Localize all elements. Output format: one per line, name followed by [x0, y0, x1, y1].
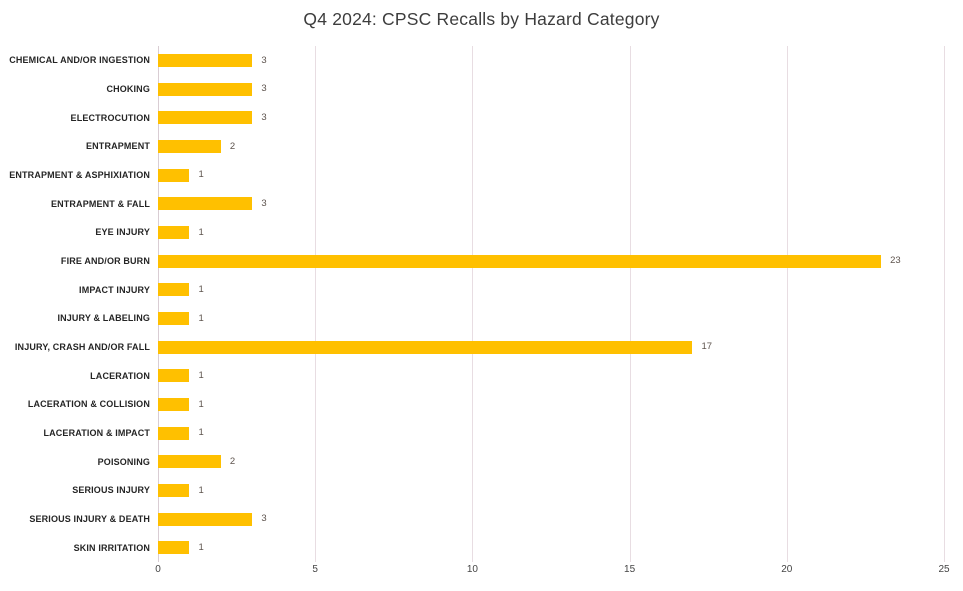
- x-tick-label: 20: [781, 564, 793, 575]
- category-label: EYE INJURY: [95, 227, 150, 238]
- category-label: INJURY & LABELING: [57, 313, 150, 324]
- data-label: 3: [261, 112, 267, 124]
- bar: [158, 311, 190, 325]
- category-label: INJURY, CRASH AND/OR FALL: [14, 341, 150, 352]
- x-tick-label: 5: [312, 564, 318, 575]
- category-label: LACERATION & COLLISION: [27, 399, 150, 410]
- category-label: POISONING: [97, 456, 150, 467]
- bar: [158, 225, 190, 239]
- bar: [158, 111, 253, 125]
- gridline: [472, 46, 474, 562]
- category-label: LACERATION: [90, 370, 150, 381]
- category-label: SKIN IRRITATION: [73, 542, 150, 553]
- data-label: 1: [198, 312, 204, 324]
- data-label: 1: [198, 427, 204, 439]
- data-label: 3: [261, 513, 267, 525]
- category-label: SERIOUS INJURY: [72, 485, 150, 496]
- category-label: LACERATION & IMPACT: [43, 427, 150, 438]
- bar: [158, 340, 693, 354]
- data-label: 23: [890, 255, 901, 267]
- bar: [158, 426, 190, 440]
- bar: [158, 168, 190, 182]
- value-axis: 0 5 10 15 20 25: [155, 564, 949, 580]
- data-label: 1: [198, 398, 204, 410]
- bar: [158, 139, 221, 153]
- gridline: [629, 46, 631, 562]
- category-label: CHOKING: [106, 83, 150, 94]
- plot-area: 3 3 3 2 1 3 1 23 1 1 17 1 1 1 2 1 3 1: [158, 46, 945, 562]
- data-label: 1: [198, 542, 204, 554]
- bar: [158, 397, 190, 411]
- data-label: 17: [701, 341, 713, 353]
- data-label: 1: [198, 169, 204, 181]
- data-label: 1: [198, 284, 204, 296]
- bar: [158, 197, 253, 211]
- category-axis: CHEMICAL AND/OR INGESTION CHOKING ELECTROC…: [0, 46, 150, 562]
- category-label: ENTRAPMENT: [86, 141, 150, 152]
- bar: [158, 82, 253, 96]
- bar: [158, 53, 253, 67]
- data-label: 3: [261, 54, 267, 66]
- data-label: 2: [229, 140, 236, 152]
- category-label: FIRE AND/OR BURN: [60, 255, 150, 266]
- x-tick-label: 10: [466, 564, 478, 575]
- gridline: [786, 46, 788, 562]
- bar: [158, 369, 190, 383]
- bar: [158, 455, 221, 469]
- bar: [158, 283, 190, 297]
- category-label: IMPACT INJURY: [79, 284, 150, 295]
- gridline: [944, 46, 945, 562]
- data-label: 1: [198, 484, 204, 496]
- category-label: ENTRAPMENT & ASPHIXIATION: [9, 169, 150, 180]
- category-label: SERIOUS INJURY & DEATH: [29, 513, 150, 524]
- bar: [158, 483, 190, 497]
- chart-title: Q4 2024: CPSC Recalls by Hazard Category: [303, 9, 660, 29]
- data-label: 3: [261, 83, 267, 95]
- x-tick-label: 15: [624, 564, 636, 575]
- gridline: [315, 46, 317, 562]
- bar: [158, 512, 253, 526]
- x-tick-label: 25: [938, 564, 950, 575]
- y-axis-line: [158, 46, 159, 562]
- category-label: ENTRAPMENT & FALL: [50, 198, 150, 209]
- bar: [158, 254, 882, 268]
- data-label: 3: [261, 198, 267, 210]
- x-tick-label: 0: [155, 564, 161, 575]
- data-label: 1: [198, 226, 204, 238]
- category-label: CHEMICAL AND/OR INGESTION: [9, 55, 150, 66]
- bar: [158, 541, 190, 555]
- data-label: 1: [198, 370, 204, 382]
- data-label: 2: [229, 456, 236, 468]
- category-label: ELECTROCUTION: [70, 112, 150, 123]
